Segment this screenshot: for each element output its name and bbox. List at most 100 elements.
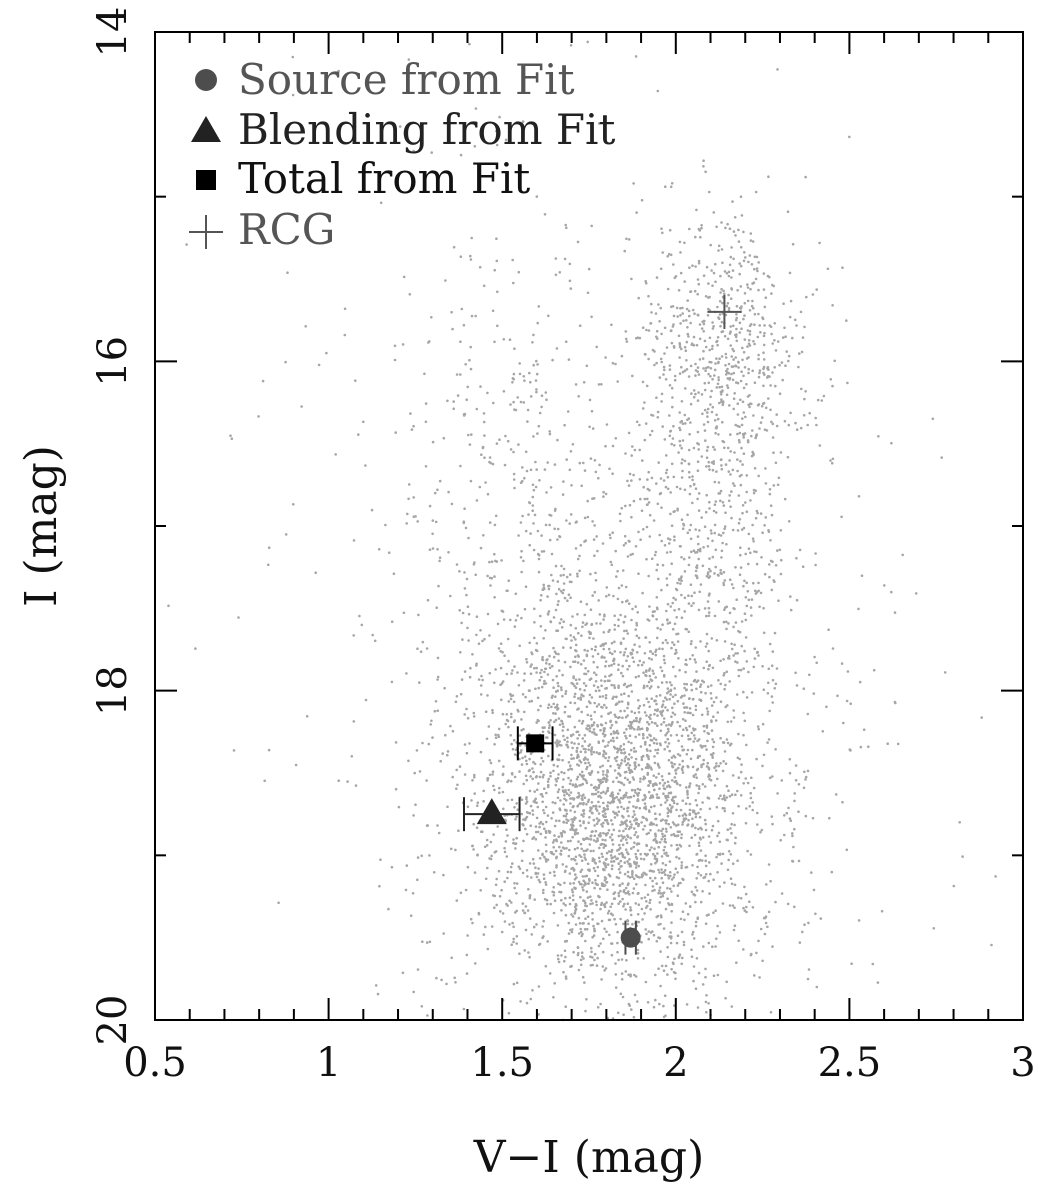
field-star bbox=[718, 313, 722, 316]
field-star bbox=[539, 704, 542, 708]
field-star bbox=[671, 325, 675, 328]
field-star bbox=[628, 864, 632, 868]
field-star bbox=[694, 362, 697, 366]
field-star bbox=[776, 792, 779, 795]
field-star bbox=[677, 451, 680, 454]
field-star bbox=[606, 912, 610, 915]
field-star bbox=[729, 255, 733, 259]
field-star bbox=[581, 975, 585, 979]
field-star bbox=[554, 712, 557, 715]
field-star bbox=[562, 573, 565, 577]
field-star bbox=[481, 446, 485, 450]
field-star bbox=[689, 484, 692, 488]
field-star bbox=[799, 426, 803, 430]
field-star bbox=[675, 616, 678, 619]
field-star bbox=[828, 816, 831, 820]
field-star bbox=[680, 734, 684, 738]
field-star bbox=[657, 772, 661, 776]
field-star bbox=[574, 831, 577, 834]
field-star bbox=[691, 824, 695, 827]
field-star bbox=[572, 635, 576, 639]
field-star bbox=[506, 834, 509, 837]
field-star bbox=[708, 663, 711, 667]
field-star bbox=[775, 413, 778, 416]
field-star bbox=[573, 905, 577, 909]
field-star bbox=[750, 691, 754, 694]
field-star bbox=[557, 960, 561, 964]
field-star bbox=[667, 730, 670, 733]
field-star bbox=[564, 977, 568, 980]
field-star bbox=[555, 347, 559, 350]
field-star bbox=[717, 317, 721, 321]
field-star bbox=[660, 681, 664, 684]
field-star bbox=[541, 775, 545, 779]
field-star bbox=[661, 818, 664, 821]
field-star bbox=[475, 499, 479, 502]
field-star bbox=[624, 734, 627, 738]
field-star bbox=[848, 748, 852, 751]
field-star bbox=[728, 904, 732, 907]
field-star bbox=[710, 461, 714, 464]
field-star bbox=[751, 450, 754, 454]
field-star bbox=[569, 623, 573, 627]
field-star bbox=[609, 854, 613, 857]
field-star bbox=[722, 794, 726, 797]
field-star bbox=[700, 327, 704, 330]
field-star bbox=[497, 733, 500, 737]
field-star bbox=[376, 992, 380, 996]
field-star bbox=[533, 607, 536, 611]
field-star bbox=[580, 693, 583, 696]
field-star bbox=[508, 923, 511, 926]
field-star bbox=[680, 836, 683, 840]
field-star bbox=[532, 925, 536, 929]
field-star bbox=[478, 265, 482, 269]
field-star bbox=[745, 807, 748, 810]
field-star bbox=[694, 987, 698, 990]
field-star bbox=[644, 883, 647, 887]
field-star bbox=[675, 808, 678, 812]
field-star bbox=[570, 818, 573, 821]
field-star bbox=[476, 801, 480, 804]
field-star bbox=[687, 462, 691, 466]
field-star bbox=[690, 550, 693, 554]
field-star bbox=[867, 745, 870, 748]
field-star bbox=[762, 401, 766, 405]
field-star bbox=[597, 476, 600, 480]
field-star bbox=[797, 783, 801, 786]
field-star bbox=[708, 861, 711, 864]
field-star bbox=[672, 884, 675, 888]
field-star bbox=[666, 691, 669, 695]
field-star bbox=[750, 402, 753, 406]
field-star bbox=[680, 864, 683, 867]
field-star bbox=[704, 859, 707, 863]
field-star bbox=[735, 598, 738, 601]
field-star bbox=[604, 694, 608, 697]
field-star bbox=[735, 316, 738, 320]
field-star bbox=[600, 383, 603, 386]
field-star bbox=[769, 504, 773, 508]
field-star bbox=[713, 572, 716, 575]
field-star bbox=[586, 713, 590, 717]
field-star bbox=[619, 900, 622, 903]
field-star bbox=[836, 694, 839, 698]
field-star bbox=[710, 389, 713, 393]
field-star bbox=[482, 284, 486, 288]
field-star bbox=[613, 650, 617, 653]
field-star bbox=[450, 310, 453, 314]
field-star bbox=[642, 485, 645, 489]
field-star bbox=[697, 261, 701, 265]
field-star bbox=[745, 660, 749, 663]
field-star bbox=[676, 830, 680, 833]
field-star bbox=[958, 821, 961, 824]
field-star bbox=[660, 669, 664, 673]
field-star bbox=[584, 684, 588, 688]
field-star bbox=[742, 584, 745, 588]
field-star bbox=[931, 417, 935, 421]
field-star bbox=[606, 759, 610, 763]
field-star bbox=[774, 349, 778, 352]
field-star bbox=[656, 416, 660, 419]
field-star bbox=[601, 810, 605, 813]
field-star bbox=[746, 329, 750, 332]
field-star bbox=[564, 896, 567, 900]
field-star bbox=[728, 263, 732, 267]
